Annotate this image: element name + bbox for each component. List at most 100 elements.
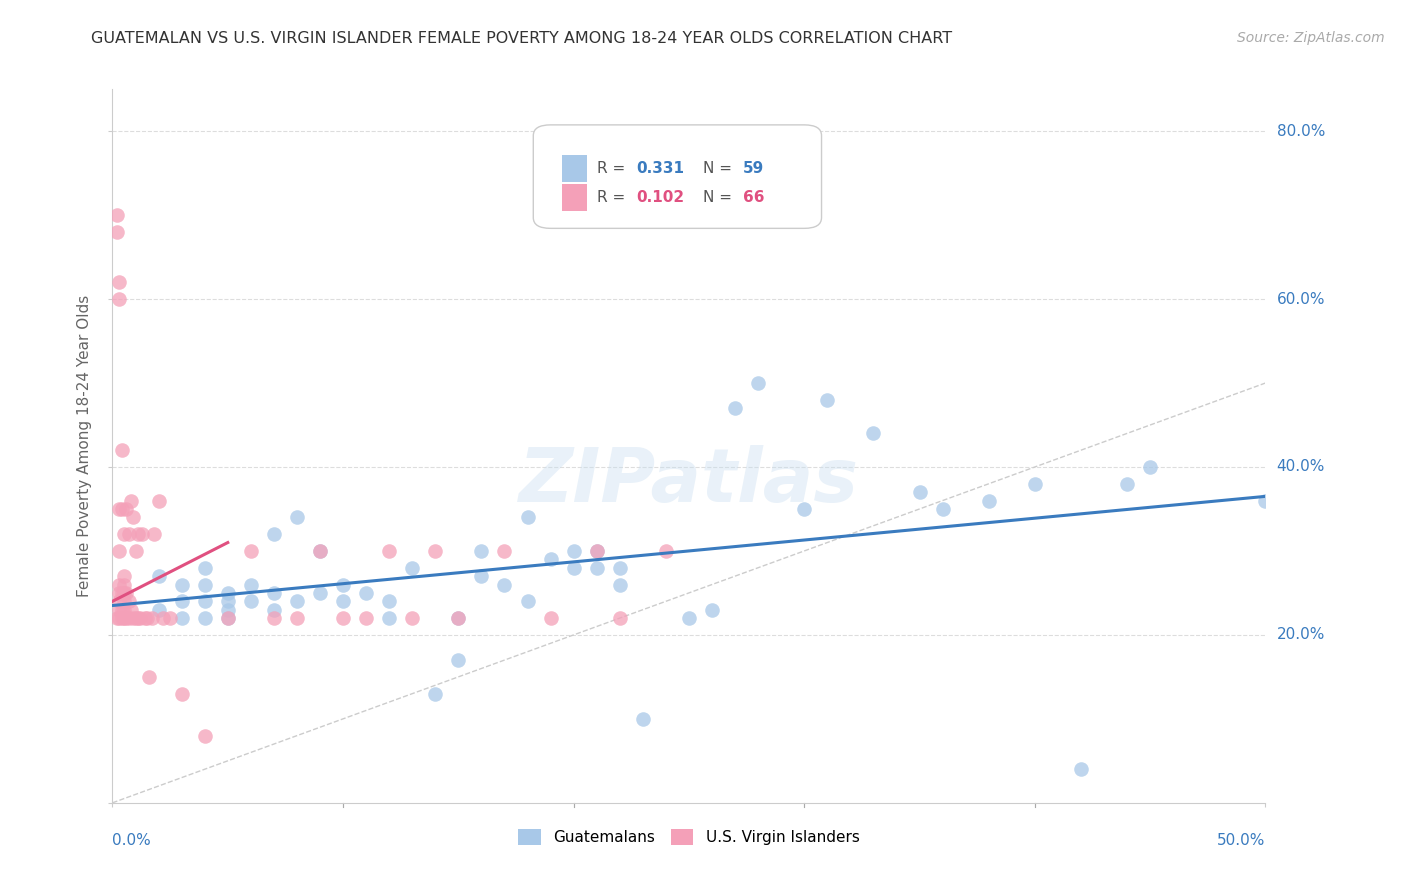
Point [108, 586, 131, 600]
Point [1254, 493, 1277, 508]
Point [112, 603, 135, 617]
Point [152, 611, 174, 625]
Legend: Guatemalans, U.S. Virgin Islanders: Guatemalans, U.S. Virgin Islanders [519, 830, 859, 845]
Point [105, 225, 128, 239]
Point [447, 611, 470, 625]
Text: ZIPatlas: ZIPatlas [519, 445, 859, 518]
Point [122, 510, 145, 524]
Point [239, 544, 262, 558]
Point [908, 485, 931, 500]
Point [117, 527, 139, 541]
Point [108, 577, 131, 591]
Point [425, 544, 447, 558]
Point [494, 544, 516, 558]
Point [108, 544, 131, 558]
Point [354, 586, 377, 600]
Text: N =: N = [703, 161, 737, 176]
Point [170, 577, 193, 591]
Point [977, 493, 1000, 508]
Point [141, 611, 163, 625]
Point [724, 401, 747, 416]
Point [1139, 460, 1161, 475]
Point [134, 611, 156, 625]
Point [194, 594, 217, 608]
Point [217, 594, 239, 608]
Text: 0.331: 0.331 [636, 161, 683, 176]
Point [194, 577, 217, 591]
Point [105, 208, 128, 222]
Point [143, 527, 166, 541]
Point [117, 611, 139, 625]
Text: R =: R = [596, 161, 630, 176]
Point [378, 594, 401, 608]
Point [127, 527, 149, 541]
Point [655, 544, 678, 558]
Point [148, 569, 170, 583]
Point [217, 611, 239, 625]
Point [1116, 476, 1139, 491]
Point [700, 603, 723, 617]
Point [540, 611, 562, 625]
Text: 40.0%: 40.0% [1277, 459, 1324, 475]
Text: 0.102: 0.102 [636, 190, 685, 204]
Point [148, 493, 170, 508]
Text: Source: ZipAtlas.com: Source: ZipAtlas.com [1237, 31, 1385, 45]
Point [115, 502, 138, 516]
Point [115, 586, 138, 600]
Point [170, 611, 193, 625]
Point [111, 603, 134, 617]
Point [516, 510, 538, 524]
Text: 50.0%: 50.0% [1218, 833, 1265, 848]
Point [131, 527, 153, 541]
Point [1070, 762, 1092, 776]
Point [931, 502, 953, 516]
Text: 80.0%: 80.0% [1277, 124, 1324, 138]
Point [678, 611, 700, 625]
Point [112, 577, 135, 591]
Point [516, 594, 538, 608]
Point [120, 493, 142, 508]
Point [111, 586, 134, 600]
Point [194, 611, 217, 625]
Point [194, 729, 217, 743]
Point [217, 586, 239, 600]
Point [105, 611, 128, 625]
Point [609, 560, 631, 574]
FancyBboxPatch shape [562, 155, 588, 182]
Point [447, 611, 470, 625]
Point [263, 603, 285, 617]
Point [120, 603, 142, 617]
Point [194, 560, 217, 574]
Point [609, 611, 631, 625]
Point [111, 502, 134, 516]
Point [309, 544, 332, 558]
Point [124, 544, 146, 558]
Point [112, 527, 135, 541]
Point [122, 611, 145, 625]
Text: 59: 59 [744, 161, 765, 176]
Point [378, 611, 401, 625]
Point [127, 611, 149, 625]
Point [112, 569, 135, 583]
Point [170, 687, 193, 701]
Point [285, 510, 308, 524]
Point [108, 292, 131, 306]
Point [111, 443, 134, 458]
Point [378, 544, 401, 558]
Point [470, 569, 492, 583]
Point [425, 687, 447, 701]
Point [108, 275, 131, 289]
Point [263, 527, 285, 541]
Point [585, 544, 607, 558]
Point [585, 544, 607, 558]
Text: 66: 66 [744, 190, 765, 204]
Text: 20.0%: 20.0% [1277, 627, 1324, 642]
Point [332, 577, 354, 591]
Point [108, 594, 131, 608]
Point [108, 502, 131, 516]
Point [285, 611, 308, 625]
Point [108, 603, 131, 617]
Point [494, 577, 516, 591]
Point [129, 611, 152, 625]
Point [401, 560, 423, 574]
